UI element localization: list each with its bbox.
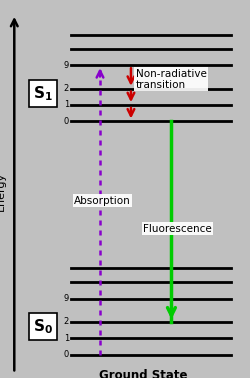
Text: $\mathbf{S_0}$: $\mathbf{S_0}$ xyxy=(33,317,53,336)
Text: 9: 9 xyxy=(64,61,69,70)
Text: Energy: Energy xyxy=(0,172,6,211)
Text: 2: 2 xyxy=(64,84,69,93)
Text: Non-radiative
transition: Non-radiative transition xyxy=(136,68,206,90)
Text: 0: 0 xyxy=(64,117,69,126)
Text: Ground State: Ground State xyxy=(98,369,187,378)
Text: Absorption: Absorption xyxy=(74,196,130,206)
Text: 2: 2 xyxy=(64,318,69,327)
Text: Fluorescence: Fluorescence xyxy=(143,224,212,234)
Text: 1: 1 xyxy=(64,334,69,343)
Text: 0: 0 xyxy=(64,350,69,359)
Text: $\mathbf{S_1}$: $\mathbf{S_1}$ xyxy=(33,84,53,103)
Text: 9: 9 xyxy=(64,294,69,303)
Text: 1: 1 xyxy=(64,101,69,110)
